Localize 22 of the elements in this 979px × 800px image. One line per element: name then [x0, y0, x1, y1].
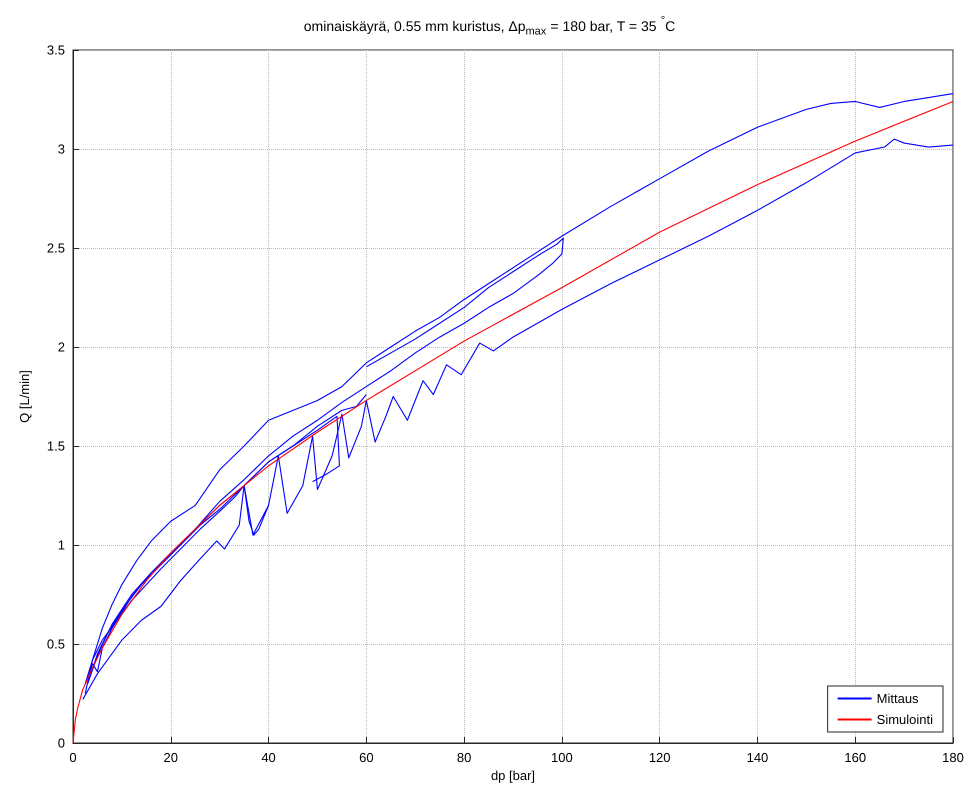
x-tick-label: 60 — [359, 750, 374, 765]
x-tick-label: 140 — [746, 750, 768, 765]
legend-label: Simulointi — [876, 712, 934, 727]
y-tick-label: 3 — [58, 142, 65, 156]
legend-label: Mittaus — [876, 691, 920, 706]
x-tick-label: 180 — [942, 750, 964, 765]
x-tick-label: 120 — [648, 750, 671, 765]
x-tick-label: 80 — [456, 750, 472, 765]
y-tick-label: 3.5 — [46, 42, 65, 58]
x-axis-title: dp [bar] — [490, 768, 536, 783]
y-tick-label: 0 — [58, 736, 65, 750]
x-tick-label: 0 — [69, 750, 77, 765]
y-tick-label: 0.5 — [46, 636, 65, 652]
y-tick-label: 2 — [58, 340, 65, 354]
y-tick-label: 1 — [58, 538, 65, 552]
x-tick-label: 20 — [164, 750, 178, 765]
x-tick-label: 40 — [261, 750, 276, 765]
x-tick-label: 100 — [551, 750, 573, 765]
x-tick-label: 160 — [844, 750, 866, 765]
y-axis-title: Q [L/min] — [17, 370, 32, 423]
y-tick-label: 1.5 — [46, 438, 65, 454]
y-tick-label: 2.5 — [46, 240, 65, 256]
